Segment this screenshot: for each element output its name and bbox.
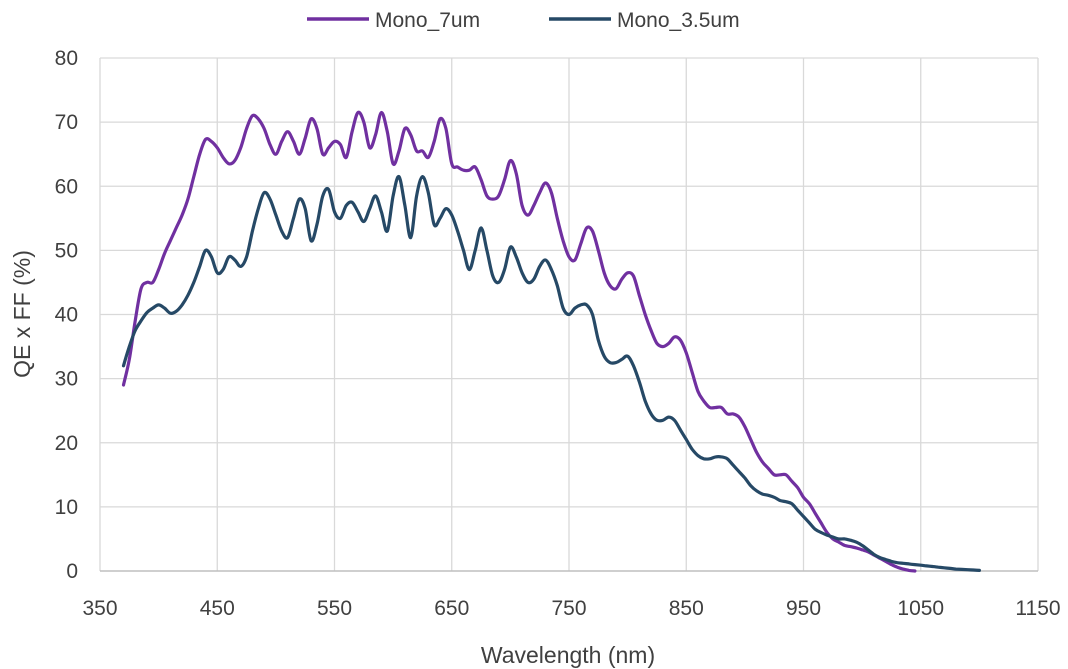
x-tick-label: 750	[551, 597, 586, 620]
series-line-mono-3-5um	[121, 174, 981, 572]
y-axis-title: QE x FF (%)	[9, 250, 35, 378]
y-tick-label: 10	[55, 496, 78, 519]
series-line-mono-7um	[121, 110, 917, 573]
legend-label: Mono_7um	[375, 9, 480, 32]
x-axis-ticks: 350 450 550 650 750 850 950 1050 1150	[82, 597, 1060, 620]
y-tick-label: 60	[55, 175, 78, 198]
y-tick-label: 80	[55, 47, 78, 70]
x-tick-label: 550	[317, 597, 352, 620]
legend-label: Mono_3.5um	[617, 9, 740, 32]
y-tick-label: 50	[55, 239, 78, 262]
legend: Mono_7um Mono_3.5um	[307, 9, 740, 32]
x-tick-label: 350	[82, 597, 117, 620]
y-tick-label: 70	[55, 111, 78, 134]
x-tick-label: 1050	[897, 597, 944, 620]
x-tick-label: 650	[434, 597, 469, 620]
x-axis-title: Wavelength (nm)	[481, 642, 655, 668]
y-tick-label: 0	[66, 560, 78, 583]
y-tick-label: 20	[55, 432, 78, 455]
y-tick-label: 40	[55, 304, 78, 327]
series-lines	[121, 110, 981, 573]
x-tick-label: 450	[200, 597, 235, 620]
x-tick-label: 850	[669, 597, 704, 620]
x-tick-label: 950	[786, 597, 821, 620]
x-tick-label: 1150	[1015, 597, 1060, 620]
y-axis-ticks: 0 10 20 30 40 50 60 70 80	[55, 47, 78, 583]
y-tick-label: 30	[55, 368, 78, 391]
